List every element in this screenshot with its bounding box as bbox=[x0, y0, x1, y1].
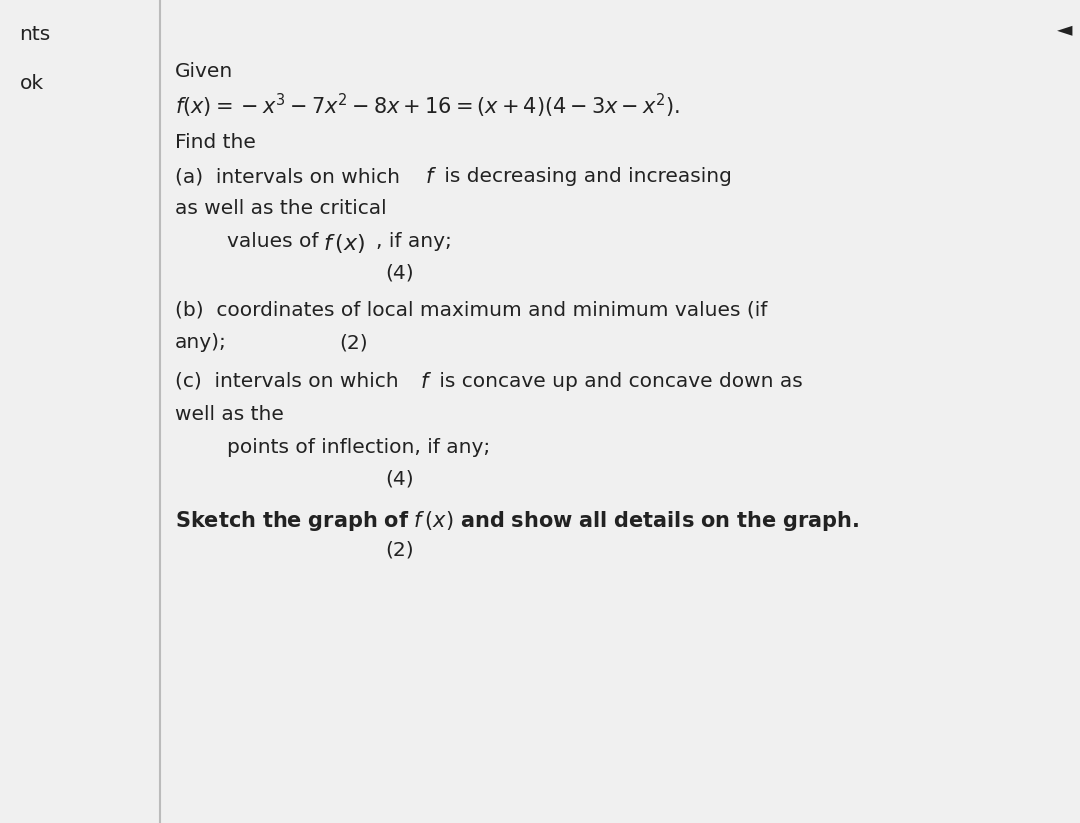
Text: is decreasing and increasing: is decreasing and increasing bbox=[438, 167, 732, 186]
Text: (b)  coordinates of local maximum and minimum values (if: (b) coordinates of local maximum and min… bbox=[175, 300, 767, 319]
Text: , if any;: , if any; bbox=[376, 232, 451, 251]
Text: $f\,(x)$: $f\,(x)$ bbox=[324, 232, 365, 255]
Text: Given: Given bbox=[175, 62, 233, 81]
Text: $\bf{Sketch\ the\ graph\ of\ }$$f\,(x)$$\bf{\ and\ show\ all\ details\ on\ the\ : $\bf{Sketch\ the\ graph\ of\ }$$f\,(x)$$… bbox=[175, 509, 859, 532]
Text: $f$: $f$ bbox=[420, 372, 432, 392]
Text: (2): (2) bbox=[386, 541, 415, 560]
Text: (c)  intervals on which: (c) intervals on which bbox=[175, 372, 405, 391]
Text: nts: nts bbox=[19, 25, 51, 44]
Text: as well as the critical: as well as the critical bbox=[175, 199, 387, 218]
Text: (2): (2) bbox=[339, 333, 368, 352]
Text: points of inflection, if any;: points of inflection, if any; bbox=[227, 438, 490, 457]
Text: ok: ok bbox=[19, 74, 43, 93]
Text: (a)  intervals on which: (a) intervals on which bbox=[175, 167, 406, 186]
Text: (4): (4) bbox=[386, 263, 415, 282]
Text: is concave up and concave down as: is concave up and concave down as bbox=[433, 372, 802, 391]
Text: $f(x) = -x^3 - 7x^2 - 8x + 16 = (x+4)(4-3x-x^2).$: $f(x) = -x^3 - 7x^2 - 8x + 16 = (x+4)(4-… bbox=[175, 92, 680, 120]
Text: values of: values of bbox=[227, 232, 325, 251]
Text: Find the: Find the bbox=[175, 133, 256, 152]
Text: any);: any); bbox=[175, 333, 227, 352]
Text: ◄: ◄ bbox=[1057, 21, 1072, 40]
Text: $f$: $f$ bbox=[426, 167, 437, 187]
Text: well as the: well as the bbox=[175, 405, 284, 424]
Text: (4): (4) bbox=[386, 469, 415, 488]
